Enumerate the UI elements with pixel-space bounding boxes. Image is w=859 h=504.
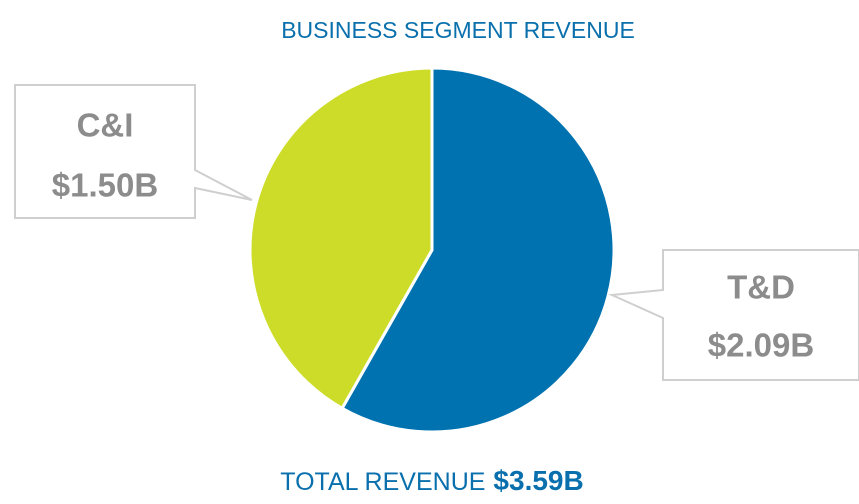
callout-box [14, 84, 253, 219]
footer-label: TOTAL REVENUE [280, 468, 485, 496]
footer-total: $3.59B [493, 465, 583, 496]
chart-title: BUSINESS SEGMENT REVENUE [281, 17, 635, 43]
callout-box [608, 249, 859, 381]
pie-slice [248, 66, 434, 411]
pie [248, 66, 616, 434]
callout-category: C&I [77, 107, 134, 144]
callout-value: $2.09B [708, 327, 814, 364]
callout-category: T&D [727, 269, 795, 306]
pie-slice [340, 66, 616, 434]
footer: TOTAL REVENUE $3.59B [280, 465, 583, 496]
callout-value: $1.50B [52, 167, 158, 204]
